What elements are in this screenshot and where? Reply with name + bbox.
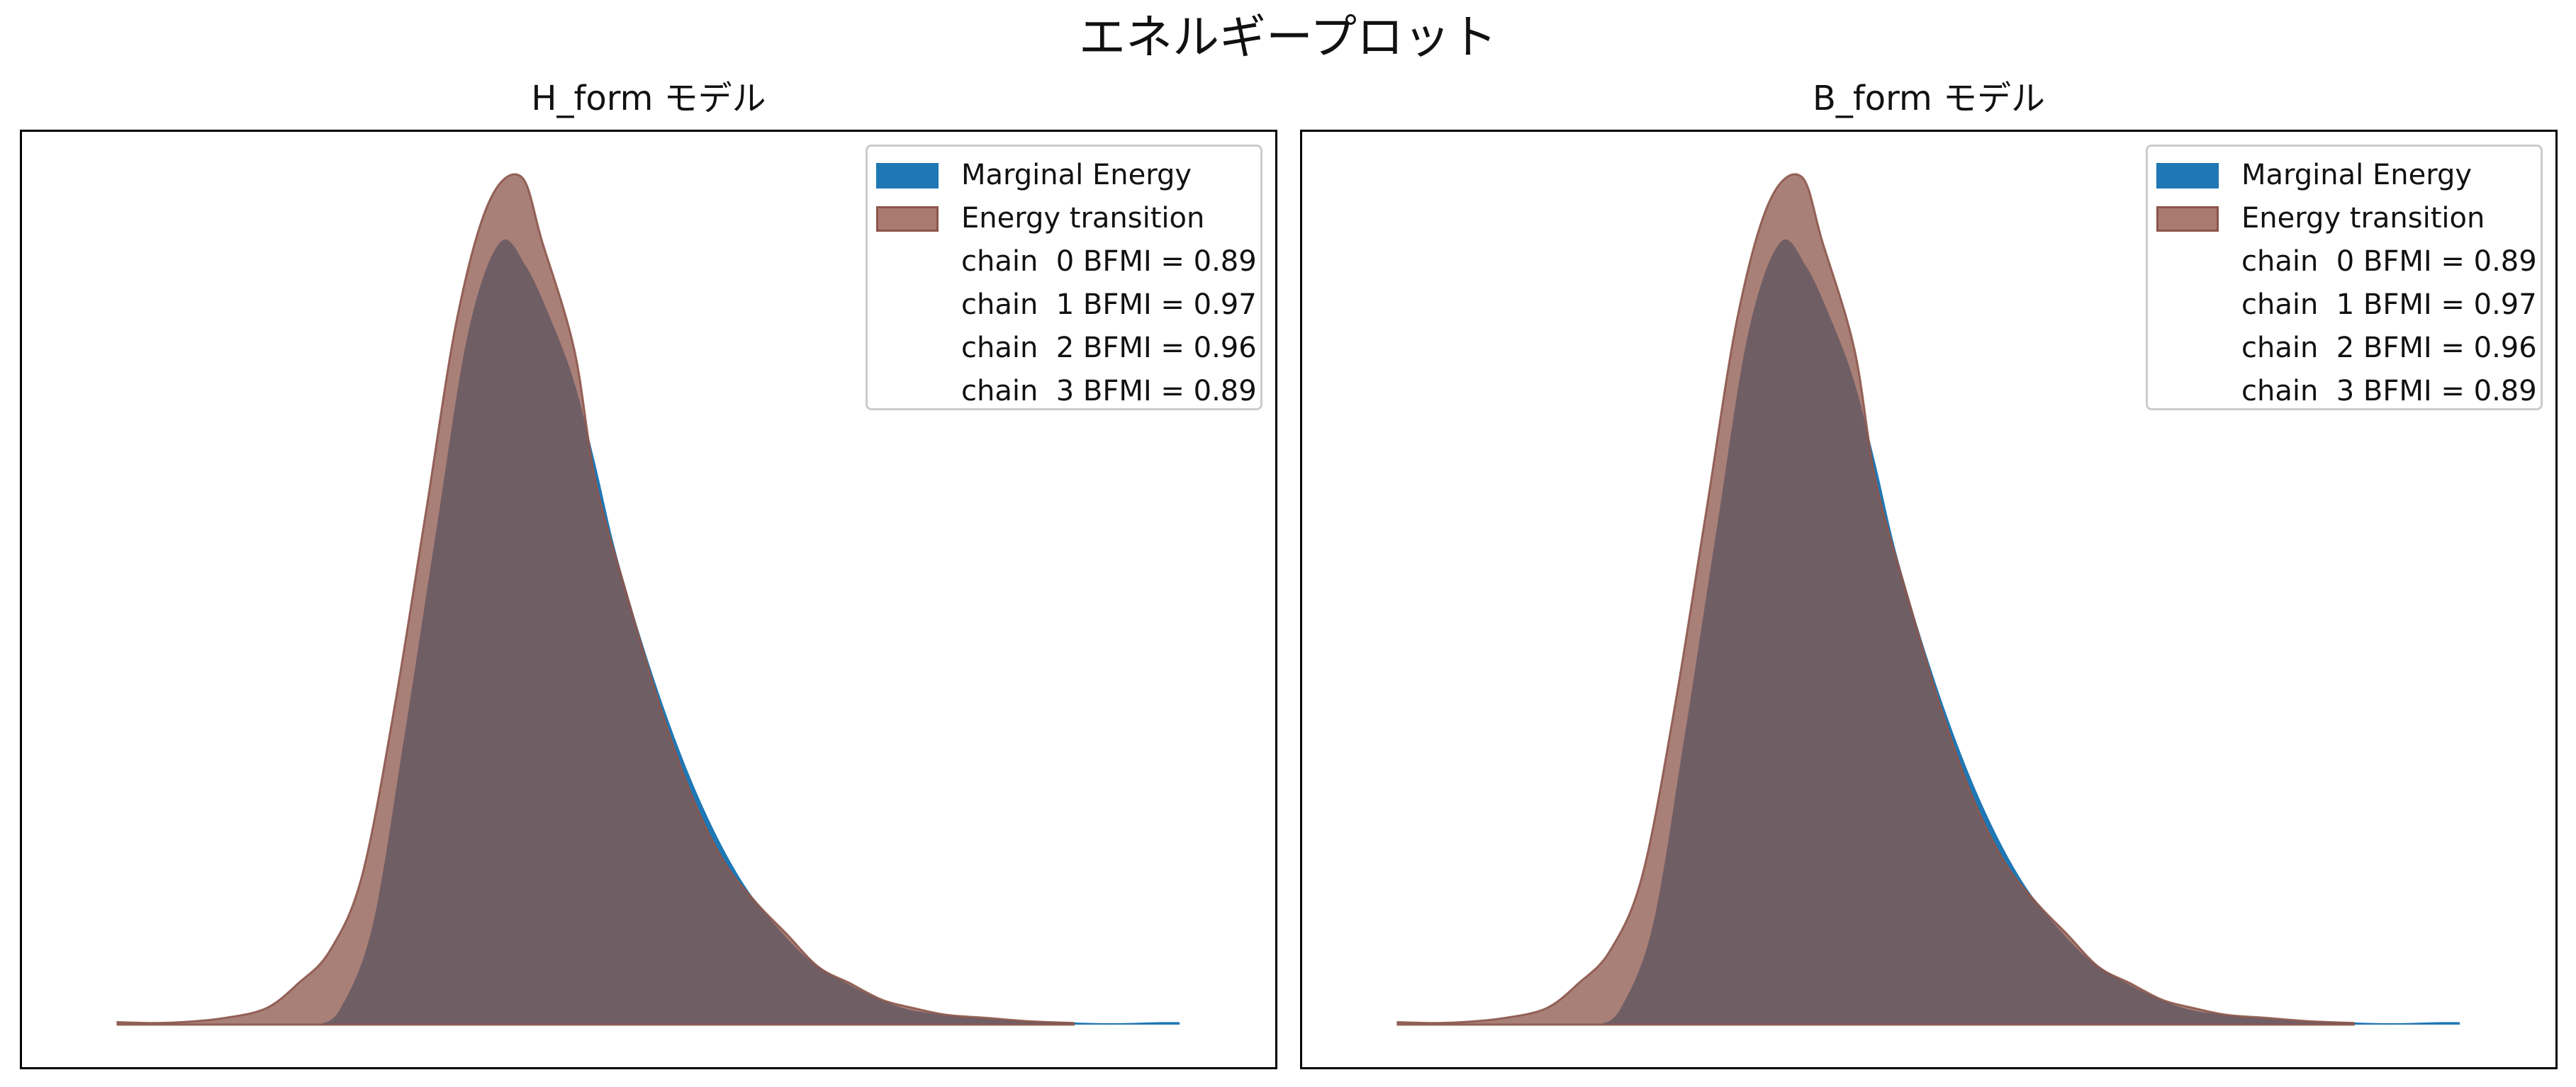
panel-title: H_form モデル	[531, 79, 766, 118]
plot-area: Marginal Energy Energy transition chain …	[1300, 130, 2558, 1069]
legend-label: Energy transition	[961, 202, 1205, 235]
panel-b-form: B_form モデル Marginal Energy Energy transi…	[1300, 0, 2558, 1087]
energy-transition-area	[1396, 173, 2355, 1026]
legend-item-bfmi-3: chain 3 BFMI = 0.89	[868, 370, 1260, 413]
bfmi-label: chain 3 BFMI = 0.89	[961, 375, 1257, 407]
density-chart-svg	[1396, 173, 2460, 1026]
legend-item-marginal: Marginal Energy	[2148, 154, 2541, 197]
panel-h-form: H_form モデル Marginal Energy Energy transi…	[20, 0, 1277, 1087]
density-chart-svg	[116, 173, 1180, 1026]
legend: Marginal Energy Energy transition chain …	[2146, 145, 2543, 410]
legend-label: Marginal Energy	[2241, 159, 2472, 191]
marginal-energy-swatch	[2156, 162, 2219, 188]
legend-item-bfmi-3: chain 3 BFMI = 0.89	[2148, 370, 2541, 413]
bfmi-label: chain 2 BFMI = 0.96	[961, 332, 1257, 364]
bfmi-label: chain 1 BFMI = 0.97	[961, 288, 1257, 321]
energy-transition-swatch	[876, 205, 939, 232]
legend: Marginal Energy Energy transition chain …	[866, 145, 1262, 410]
panel-title: B_form モデル	[1812, 79, 2046, 118]
bfmi-label: chain 2 BFMI = 0.96	[2241, 332, 2537, 364]
bfmi-label: chain 1 BFMI = 0.97	[2241, 288, 2537, 321]
legend-item-marginal: Marginal Energy	[868, 154, 1260, 197]
plot-area: Marginal Energy Energy transition chain …	[20, 130, 1277, 1069]
legend-item-transition: Energy transition	[2148, 197, 2541, 240]
legend-item-bfmi-1: chain 1 BFMI = 0.97	[2148, 283, 2541, 327]
bfmi-label: chain 0 BFMI = 0.89	[961, 245, 1257, 278]
legend-item-bfmi-2: chain 2 BFMI = 0.96	[2148, 327, 2541, 370]
marginal-energy-swatch	[876, 162, 939, 188]
figure-title: エネルギープロット	[1078, 10, 1498, 64]
legend-item-bfmi-0: chain 0 BFMI = 0.89	[868, 240, 1260, 283]
bfmi-label: chain 3 BFMI = 0.89	[2241, 375, 2537, 407]
legend-label: Energy transition	[2241, 202, 2485, 235]
legend-item-bfmi-1: chain 1 BFMI = 0.97	[868, 283, 1260, 327]
bfmi-label: chain 0 BFMI = 0.89	[2241, 245, 2537, 278]
legend-item-bfmi-0: chain 0 BFMI = 0.89	[2148, 240, 2541, 283]
legend-item-bfmi-2: chain 2 BFMI = 0.96	[868, 327, 1260, 370]
energy-transition-area	[116, 173, 1075, 1026]
legend-item-transition: Energy transition	[868, 197, 1260, 240]
energy-transition-swatch	[2156, 205, 2219, 232]
legend-label: Marginal Energy	[961, 159, 1192, 191]
